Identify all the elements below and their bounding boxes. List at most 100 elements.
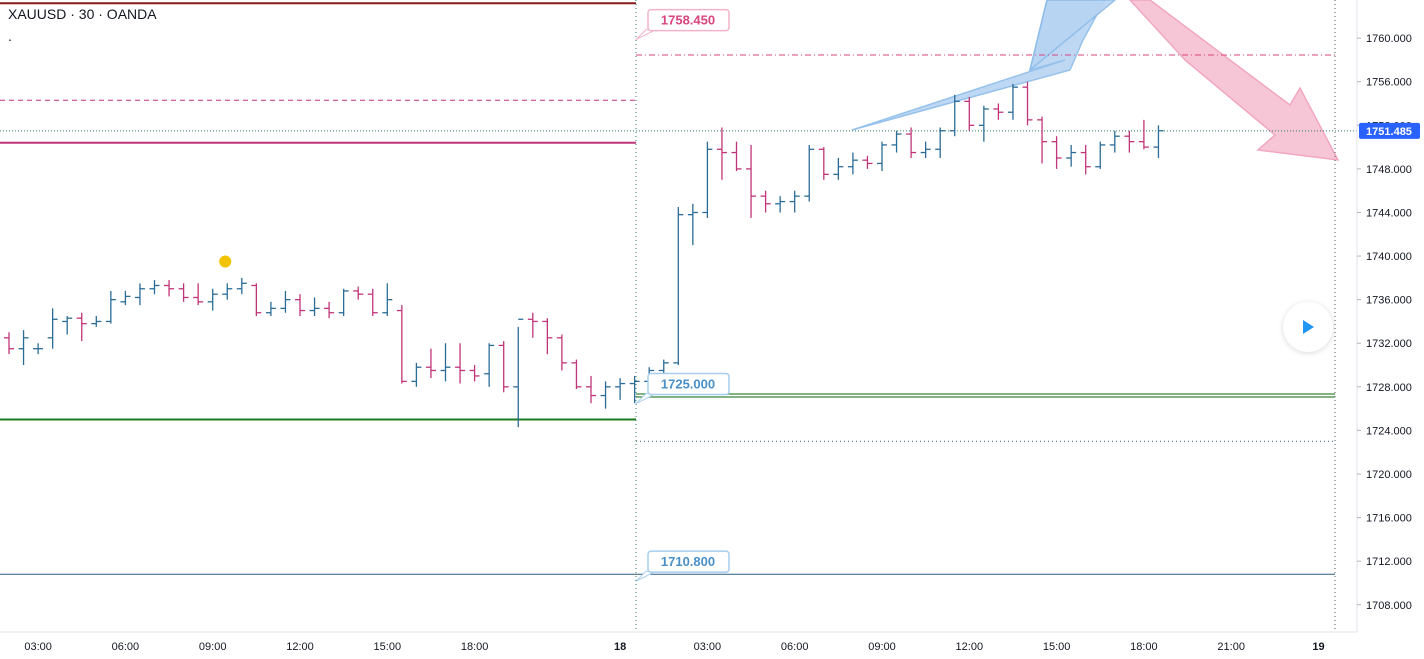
ohlc-bar: [877, 141, 887, 172]
ohlc-bar: [1051, 136, 1062, 169]
price-axis[interactable]: 1708.000 1712.000 1716.000 1720.000 1724.000…: [1357, 33, 1412, 612]
horizontal-lines-layer: [0, 2, 1357, 575]
ohlc-bar: [731, 141, 742, 172]
price-tick-label: 1756.000: [1366, 77, 1412, 89]
ohlc-bar: [353, 286, 364, 300]
price-callout: 1758.450: [635, 8, 730, 41]
ohlc-bar: [222, 283, 233, 300]
callout-box: [647, 372, 730, 396]
ohlc-bar: [396, 305, 407, 384]
ohlc-bar: [498, 341, 509, 393]
scroll-to-realtime-button[interactable]: [1283, 302, 1333, 352]
price-tick-label: 1728.000: [1366, 382, 1412, 394]
current-price-value: 1751.485: [1366, 126, 1412, 138]
price-callout: 1725.000: [635, 372, 730, 405]
ohlc-bar: [4, 332, 14, 355]
ohlc-bar: [164, 280, 175, 297]
ohlc-bar: [265, 301, 276, 316]
current-price-tag: 1751.485: [1359, 122, 1420, 139]
ohlc-bar: [687, 203, 698, 246]
ohlc-bar: [949, 94, 960, 137]
ohlc-bar: [542, 318, 553, 355]
time-tick-label: 12:00: [286, 641, 314, 653]
blue-up-arrow-head: [1028, 0, 1117, 73]
time-tick-label: 03:00: [694, 641, 722, 653]
ohlc-bar: [1095, 141, 1106, 169]
ohlc-bar: [702, 141, 713, 218]
ohlc-bar: [1109, 130, 1120, 153]
ohlc-bar: [484, 343, 495, 387]
ohlc-bar: [1124, 130, 1135, 153]
ohlc-bar: [425, 348, 436, 379]
ohlc-bar: [920, 141, 931, 158]
ohlc-bar: [571, 359, 582, 390]
ohlc-bar: [629, 375, 640, 404]
price-tick-label: 1740.000: [1366, 251, 1412, 263]
time-tick-label: 06:00: [781, 641, 809, 653]
ohlc-bar: [847, 152, 858, 175]
callout-text: 1758.450: [661, 13, 715, 28]
ohlc-bar: [1138, 119, 1149, 150]
time-tick-label: 09:00: [868, 641, 896, 653]
time-tick-label: 19: [1312, 641, 1324, 653]
price-tick-label: 1744.000: [1366, 207, 1412, 219]
ohlc-bar: [600, 381, 611, 409]
ohlc-bar: [33, 343, 44, 355]
time-axis[interactable]: 03:00 06:00 09:00 12:00 15:00 18:00 18 03:00 06:…: [24, 641, 1324, 653]
time-tick-label: 15:00: [1043, 641, 1071, 653]
ohlc-bar: [1022, 81, 1033, 126]
ohlc-bar: [993, 103, 1004, 120]
ohlc-bar: [833, 158, 844, 180]
ohlc-bar: [964, 96, 975, 131]
price-tick-label: 1724.000: [1366, 425, 1412, 437]
ohlc-bar: [18, 330, 29, 366]
ohlc-bar: [411, 362, 422, 387]
ohlc-bar: [295, 294, 305, 316]
ohlc-bar: [1037, 116, 1048, 164]
ohlc-bar: [935, 127, 946, 158]
symbol-title: XAUUSD · 30 · OANDA: [8, 6, 157, 22]
pink-down-arrow: [1128, 0, 1340, 161]
ohlc-bar: [338, 288, 349, 316]
time-tick-label: 15:00: [374, 641, 402, 653]
time-tick-label: 09:00: [199, 641, 227, 653]
ohlc-bar: [280, 290, 291, 313]
ohlc-bar: [382, 283, 393, 316]
ohlc-bar: [527, 312, 538, 338]
ohlc-bar: [309, 297, 320, 316]
price-labels-layer: 1758.450 1725.000 1710.800: [635, 8, 730, 582]
price-tick-label: 1732.000: [1366, 338, 1412, 350]
ohlc-bar: [891, 130, 902, 153]
ohlc-bar: [47, 308, 58, 349]
ohlc-bar: [818, 147, 829, 180]
header-dot: .: [8, 28, 12, 44]
ohlc-bar: [513, 318, 524, 428]
ohlc-bar: [862, 155, 873, 169]
event-marker[interactable]: [219, 255, 232, 268]
ohlc-bar: [178, 283, 189, 302]
ohlc-bar: [673, 207, 684, 366]
price-callout: 1710.800: [635, 550, 730, 582]
ohlc-bar: [455, 343, 466, 384]
ohlc-bar: [746, 144, 757, 218]
ohlc-bar: [367, 288, 378, 316]
ohlc-bar: [906, 127, 917, 158]
time-tick-label: 21:00: [1217, 641, 1245, 653]
ohlc-bar: [105, 290, 116, 324]
ohlc-bar: [1066, 144, 1077, 167]
price-tick-label: 1708.000: [1366, 600, 1412, 612]
ohlc-bar: [236, 277, 247, 295]
ohlc-bar: [120, 290, 131, 306]
ohlc-bar: [615, 378, 626, 400]
ohlc-bar: [149, 280, 160, 295]
callout-box: [647, 8, 730, 32]
ohlc-bar: [440, 343, 451, 382]
ohlc-bar: [760, 190, 771, 213]
callout-box: [647, 550, 730, 573]
ohlc-bar: [789, 190, 800, 213]
ohlc-bar: [76, 312, 87, 342]
ohlc-bar: [469, 365, 480, 382]
price-tick-label: 1720.000: [1366, 469, 1412, 481]
ohlc-bar: [134, 283, 145, 306]
